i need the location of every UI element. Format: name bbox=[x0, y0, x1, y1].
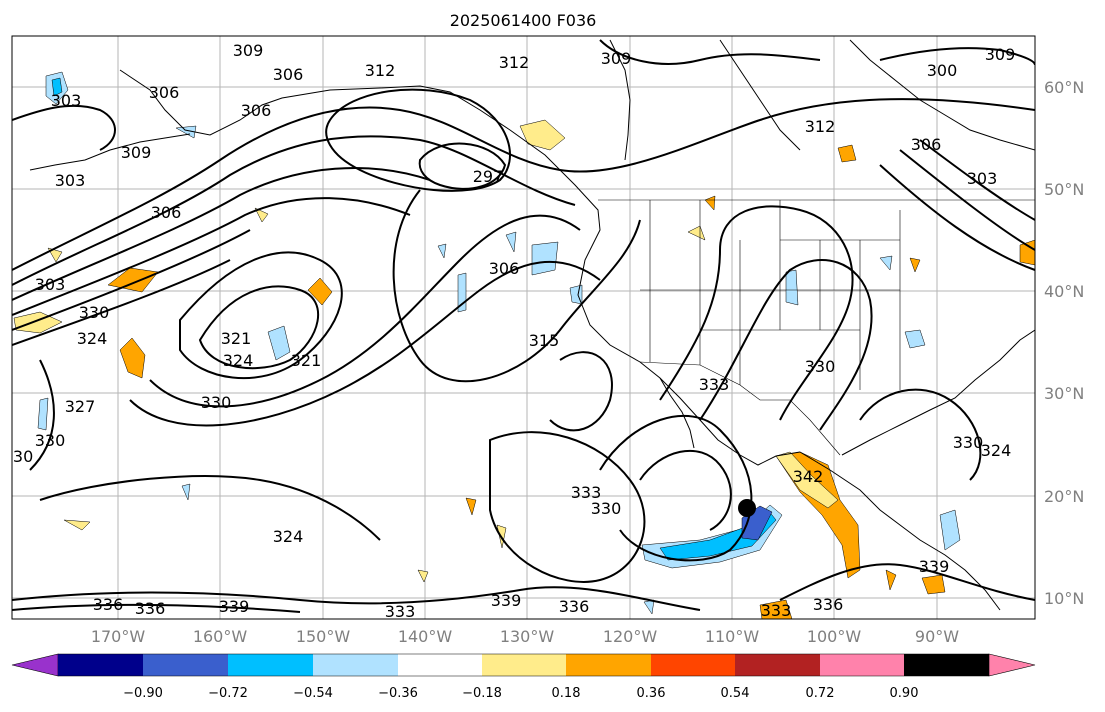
contour-label: 303 bbox=[35, 275, 66, 294]
colorbar: −0.90 −0.72 −0.54 −0.36 −0.18 0.18 0.36 … bbox=[11, 653, 1036, 701]
colorbar-segment bbox=[651, 654, 735, 676]
contour-label: 309 bbox=[121, 143, 152, 162]
contour-label: 333 bbox=[699, 375, 730, 394]
map-title: 2025061400 F036 bbox=[450, 11, 597, 30]
contour-label: 339 bbox=[219, 597, 250, 616]
lat-label: 30°N bbox=[1044, 384, 1084, 403]
contour-label: 312 bbox=[365, 61, 396, 80]
lon-label: 150°W bbox=[296, 627, 351, 646]
contour-label: 330 bbox=[201, 393, 232, 412]
lon-label: 110°W bbox=[705, 627, 760, 646]
contour-label: 303 bbox=[55, 171, 86, 190]
colorbar-tick-label: 0.54 bbox=[721, 686, 750, 701]
colorbar-segment bbox=[228, 654, 313, 676]
contour-label: 324 bbox=[77, 329, 108, 348]
colorbar-tick-label: 0.90 bbox=[890, 686, 919, 701]
contour-label: 300 bbox=[927, 61, 958, 80]
contour-label: 342 bbox=[793, 467, 824, 486]
lon-label: 130°W bbox=[500, 627, 555, 646]
lat-label: 60°N bbox=[1044, 78, 1084, 97]
contour-label: 330 bbox=[805, 357, 836, 376]
colorbar-segment bbox=[904, 654, 989, 676]
negative-shading bbox=[37, 71, 961, 615]
contour-label: 336 bbox=[813, 595, 844, 614]
contour-label-layer: 309 312 312 309 306 306 303 300 309 309 … bbox=[3, 41, 1016, 621]
colorbar-segment bbox=[735, 654, 820, 676]
colorbar-tick-label: −0.54 bbox=[293, 686, 333, 701]
lat-label: 10°N bbox=[1044, 589, 1084, 608]
contour-label: 306 bbox=[489, 259, 520, 278]
colorbar-segment bbox=[313, 654, 398, 676]
contour-label: 336 bbox=[135, 599, 166, 618]
contour-label: 309 bbox=[985, 45, 1016, 64]
contour-label: 333 bbox=[571, 483, 602, 502]
coastlines bbox=[29, 39, 1035, 611]
lon-label: 100°W bbox=[807, 627, 862, 646]
contour-label: 315 bbox=[529, 331, 560, 350]
contour-label: 306 bbox=[273, 65, 304, 84]
graticule bbox=[12, 36, 1035, 619]
contour-label: 321 bbox=[221, 329, 252, 348]
colorbar-tick-label: 0.36 bbox=[637, 686, 666, 701]
contour-label: 309 bbox=[233, 41, 264, 60]
lat-label: 50°N bbox=[1044, 180, 1084, 199]
positive-shading bbox=[13, 119, 1035, 619]
political-borders bbox=[598, 199, 1035, 456]
colorbar-under-triangle bbox=[11, 653, 59, 677]
contour-label: 333 bbox=[761, 601, 792, 620]
contour-label: 330 bbox=[3, 447, 34, 466]
contour-label: 297 bbox=[473, 167, 504, 186]
contour-label: 336 bbox=[93, 595, 124, 614]
contour-label: 339 bbox=[491, 591, 522, 610]
colorbar-segment bbox=[58, 654, 143, 676]
contour-label: 327 bbox=[65, 397, 96, 416]
lon-label: 170°W bbox=[91, 627, 146, 646]
contour-label: 312 bbox=[499, 53, 530, 72]
contour-label: 330 bbox=[591, 499, 622, 518]
colorbar-tick-label: −0.90 bbox=[123, 686, 163, 701]
contour-label: 303 bbox=[51, 91, 82, 110]
contour-label: 321 bbox=[291, 351, 322, 370]
colorbar-tick-label: 0.18 bbox=[552, 686, 581, 701]
contour-label: 306 bbox=[911, 135, 942, 154]
contour-label: 336 bbox=[559, 597, 590, 616]
contour-label: 333 bbox=[385, 602, 416, 621]
colorbar-segment bbox=[482, 654, 566, 676]
contour-label: 324 bbox=[223, 351, 254, 370]
contour-label: 330 bbox=[953, 433, 984, 452]
contour-label: 309 bbox=[601, 49, 632, 68]
colorbar-segment bbox=[566, 654, 651, 676]
latitude-labels: 60°N 50°N 40°N 30°N 20°N 10°N bbox=[1044, 78, 1084, 608]
contour-label: 324 bbox=[981, 441, 1012, 460]
lon-label: 120°W bbox=[603, 627, 658, 646]
contour-label: 312 bbox=[805, 117, 836, 136]
lon-label: 140°W bbox=[398, 627, 453, 646]
lon-label: 90°W bbox=[915, 627, 959, 646]
colorbar-tick-label: −0.18 bbox=[462, 686, 502, 701]
contour-lines bbox=[12, 39, 1035, 613]
contour-label: 306 bbox=[151, 203, 182, 222]
lat-label: 20°N bbox=[1044, 487, 1084, 506]
contour-label: 330 bbox=[35, 431, 66, 450]
contour-label: 306 bbox=[149, 83, 180, 102]
contour-label: 306 bbox=[241, 101, 272, 120]
colorbar-tick-label: −0.72 bbox=[208, 686, 248, 701]
colorbar-tick-label: 0.72 bbox=[806, 686, 835, 701]
colorbar-over-triangle bbox=[988, 653, 1036, 677]
colorbar-segment bbox=[143, 654, 228, 676]
colorbar-segment bbox=[820, 654, 904, 676]
colorbar-tick-label: −0.36 bbox=[378, 686, 418, 701]
contour-label: 303 bbox=[967, 169, 998, 188]
contour-label: 339 bbox=[919, 557, 950, 576]
lon-label: 160°W bbox=[193, 627, 248, 646]
longitude-labels: 170°W 160°W 150°W 140°W 130°W 120°W 110°… bbox=[91, 627, 959, 646]
contour-label: 324 bbox=[273, 527, 304, 546]
lat-label: 40°N bbox=[1044, 282, 1084, 301]
storm-center-marker bbox=[738, 499, 756, 517]
map-panel: 309 312 312 309 306 306 303 300 309 309 … bbox=[3, 35, 1036, 621]
contour-label: 330 bbox=[79, 303, 110, 322]
colorbar-segment bbox=[398, 654, 482, 676]
